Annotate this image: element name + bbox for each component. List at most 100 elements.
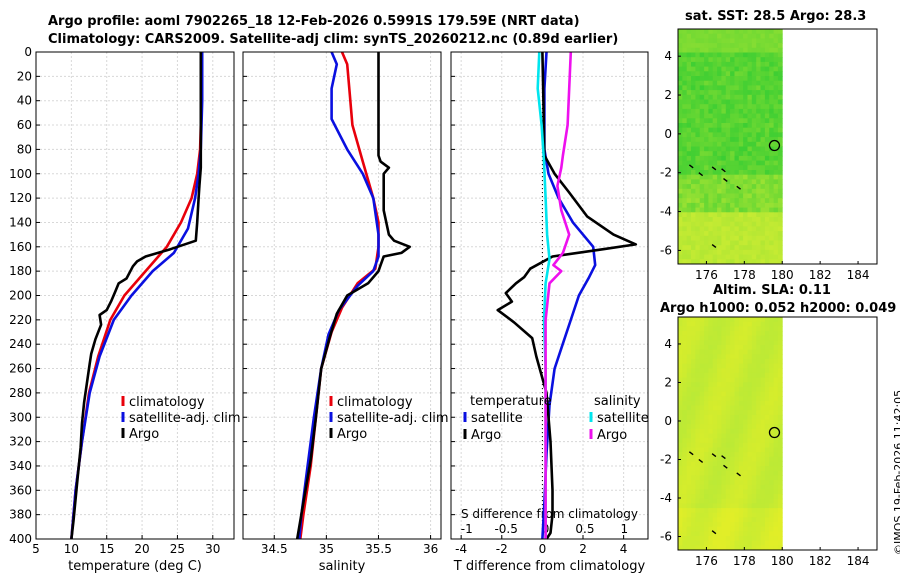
sla-map-cell <box>725 396 731 402</box>
sla-map-cell <box>686 410 692 416</box>
sst-map-cell <box>743 99 748 105</box>
sla-map-cell <box>678 498 683 504</box>
sst-map-cell <box>734 155 740 162</box>
sla-map-xtick-label: 176 <box>695 554 718 568</box>
sla-map-cell <box>738 410 744 416</box>
sla-map-cell <box>725 326 731 332</box>
sla-map-cell <box>704 522 709 528</box>
sst-map-cell <box>712 108 718 115</box>
sst-map-cell <box>695 212 701 218</box>
sla-map-cell <box>691 470 696 476</box>
sla-map-cell <box>760 489 766 495</box>
sla-map-cell <box>777 317 783 323</box>
salinity-panel-xtick-label: 35.5 <box>365 542 392 556</box>
sla-map-cell <box>747 540 753 546</box>
sla-map-cell <box>751 452 757 458</box>
sst-map-cell <box>678 104 683 110</box>
sla-map-cell <box>747 475 753 481</box>
sst-map-cell <box>777 202 783 209</box>
sst-map-cell <box>738 174 744 180</box>
sla-map-cell <box>743 354 748 360</box>
sst-map-cell <box>708 47 714 53</box>
sla-map-cell <box>708 377 714 383</box>
sla-map-cell <box>743 405 748 411</box>
sst-map-cell <box>760 160 766 166</box>
sla-map-cell <box>773 470 779 476</box>
sst-map-cell <box>699 146 705 152</box>
sst-map-cell <box>769 52 774 58</box>
sst-map-cell <box>704 174 709 180</box>
sst-map-cell <box>773 66 779 72</box>
sla-map-cell <box>730 456 735 462</box>
sst-map-cell <box>725 108 731 115</box>
sst-map-cell <box>773 76 779 82</box>
sla-map-cell <box>747 512 753 518</box>
sla-map-cell <box>704 414 709 421</box>
sst-map-cell <box>738 61 744 68</box>
sla-map-cell <box>751 358 757 365</box>
sla-map-cell <box>708 405 714 411</box>
sst-map-cell <box>738 80 744 86</box>
sla-map-cell <box>717 438 722 444</box>
sla-map-cell <box>712 531 718 537</box>
sst-map-cell <box>764 80 770 86</box>
sla-map-cell <box>721 424 727 430</box>
sla-map-cell <box>704 428 709 434</box>
sla-map-cell <box>725 498 731 504</box>
sla-map-cell <box>734 526 740 532</box>
sla-map-cell <box>712 391 718 397</box>
sst-map-cell <box>725 174 731 180</box>
sla-map-cell <box>773 442 779 448</box>
sla-map-cell <box>704 345 709 351</box>
sla-map-cell <box>708 345 714 351</box>
sla-map-cell <box>717 372 722 379</box>
sla-map-cell <box>695 377 701 383</box>
sst-map-cell <box>712 146 718 152</box>
sst-map-cell <box>699 85 705 91</box>
sst-map-cell <box>678 38 683 44</box>
sla-map-cell <box>764 433 770 439</box>
sla-map-cell <box>738 372 744 379</box>
salinity-panel-xtick-label: 35 <box>319 542 334 556</box>
sst-map-cell <box>777 179 783 185</box>
sst-map-cell <box>751 33 757 39</box>
sst-map-cell <box>682 29 688 35</box>
sst-map-cell <box>760 29 766 35</box>
sst-map-cell <box>712 123 718 129</box>
sla-map-cell <box>760 545 766 551</box>
sla-map-cell <box>751 377 757 383</box>
sla-map-cell <box>712 382 718 388</box>
sst-map-cell <box>773 118 779 124</box>
sst-map-cell <box>764 61 770 68</box>
sst-map-cell <box>712 43 718 49</box>
sla-map-cell <box>773 489 779 495</box>
sst-map-cell <box>777 47 783 53</box>
sst-map-cell <box>725 52 731 58</box>
sst-map-cell <box>773 38 779 44</box>
sla-map-cell <box>764 372 770 379</box>
sst-map-cell <box>686 245 692 251</box>
sla-map-cell <box>764 531 770 537</box>
sst-map-cell <box>704 179 709 185</box>
sst-map-cell <box>756 212 761 218</box>
sst-map-cell <box>717 165 722 171</box>
sst-map-cell <box>760 94 766 100</box>
sst-map-cell <box>708 151 714 157</box>
sla-map-cell <box>743 331 748 337</box>
sla-map-cell <box>717 522 722 528</box>
sla-map-cell <box>699 321 705 327</box>
sla-map-cell <box>777 340 783 346</box>
sst-map-cell <box>730 254 735 260</box>
sst-map-cell <box>760 61 766 68</box>
sst-map-cell <box>682 179 688 185</box>
sst-map-cell <box>777 160 783 166</box>
figure-title-line2: Climatology: CARS2009. Satellite-adj cli… <box>48 32 619 47</box>
sst-map-cell <box>738 33 744 39</box>
sla-map-cell <box>730 536 735 542</box>
sst-map-cell <box>734 118 740 124</box>
sst-map-cell <box>743 207 748 213</box>
sla-map-cell <box>730 368 735 374</box>
sla-map-cell <box>756 428 761 434</box>
sla-map-cell <box>773 331 779 337</box>
sst-map-cell <box>764 155 770 162</box>
